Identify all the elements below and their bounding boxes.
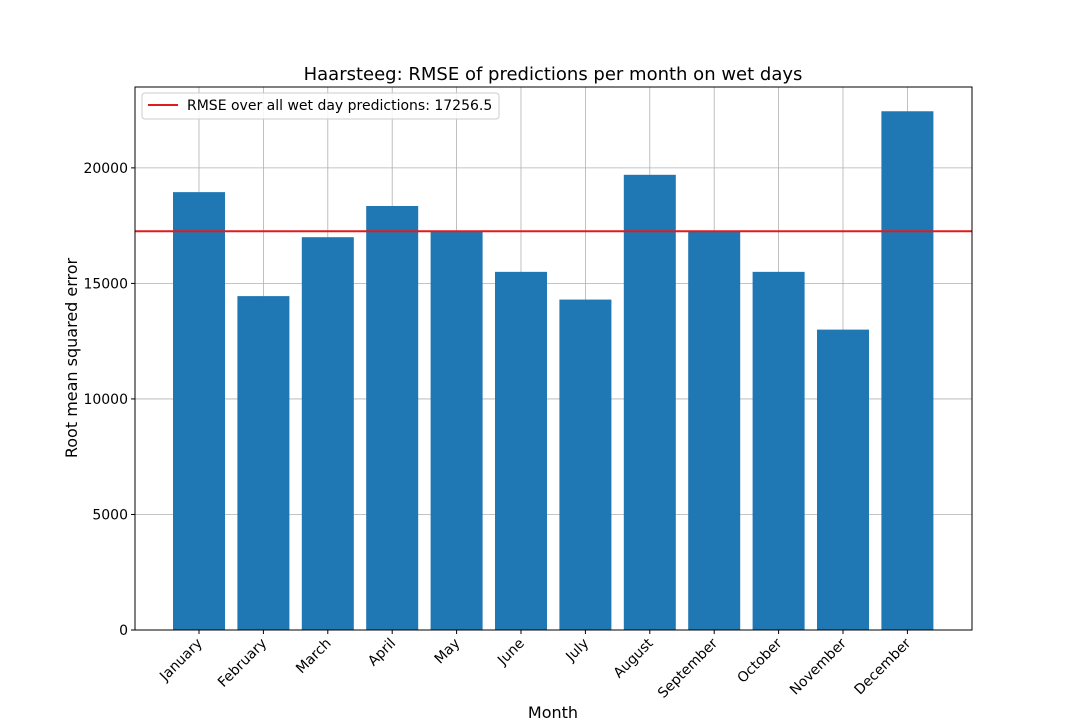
y-tick-label: 20000 bbox=[83, 161, 128, 177]
legend-label: RMSE over all wet day predictions: 17256… bbox=[187, 98, 492, 114]
bar-march bbox=[301, 237, 354, 631]
x-tick-label: September bbox=[655, 635, 721, 701]
y-tick-label: 5000 bbox=[92, 507, 128, 523]
bar-october bbox=[752, 271, 805, 630]
x-tick-label: October bbox=[734, 635, 785, 686]
legend: RMSE over all wet day predictions: 17256… bbox=[141, 92, 500, 120]
y-axis-title: Root mean squared error bbox=[62, 257, 81, 458]
legend-box bbox=[141, 92, 500, 120]
x-tick-label: May bbox=[432, 636, 464, 668]
y-tick-label: 0 bbox=[119, 623, 128, 639]
x-tick-label: February bbox=[215, 636, 270, 691]
bar-august bbox=[623, 174, 676, 630]
x-tick-label: January bbox=[156, 636, 206, 686]
bar-april bbox=[366, 205, 419, 631]
y-axis-ticks: 0 5000 10000 15000 20000 bbox=[83, 161, 135, 639]
x-tick-label: July bbox=[562, 636, 592, 666]
bars bbox=[173, 111, 934, 631]
bar-february bbox=[237, 296, 290, 630]
bar-september bbox=[688, 231, 741, 630]
bar-june bbox=[495, 271, 547, 630]
y-tick-label: 15000 bbox=[83, 276, 128, 292]
bar-july bbox=[559, 299, 612, 630]
bar-may bbox=[430, 231, 483, 630]
x-axis-ticks: January February March April May June July Augu… bbox=[156, 630, 914, 702]
y-tick-label: 10000 bbox=[83, 392, 128, 408]
bar-january bbox=[173, 192, 225, 631]
x-tick-label: December bbox=[852, 635, 915, 698]
x-tick-label: April bbox=[365, 636, 399, 670]
chart-title: Haarsteeg: RMSE of predictions per month… bbox=[304, 64, 803, 85]
bar-november bbox=[817, 329, 869, 630]
plot-frame bbox=[134, 86, 973, 631]
x-tick-label: November bbox=[787, 635, 850, 698]
x-axis-title: Month bbox=[528, 703, 578, 720]
x-tick-label: March bbox=[293, 636, 334, 677]
x-tick-label: August bbox=[611, 635, 657, 681]
x-tick-label: June bbox=[494, 636, 528, 670]
bar-december bbox=[881, 111, 934, 630]
